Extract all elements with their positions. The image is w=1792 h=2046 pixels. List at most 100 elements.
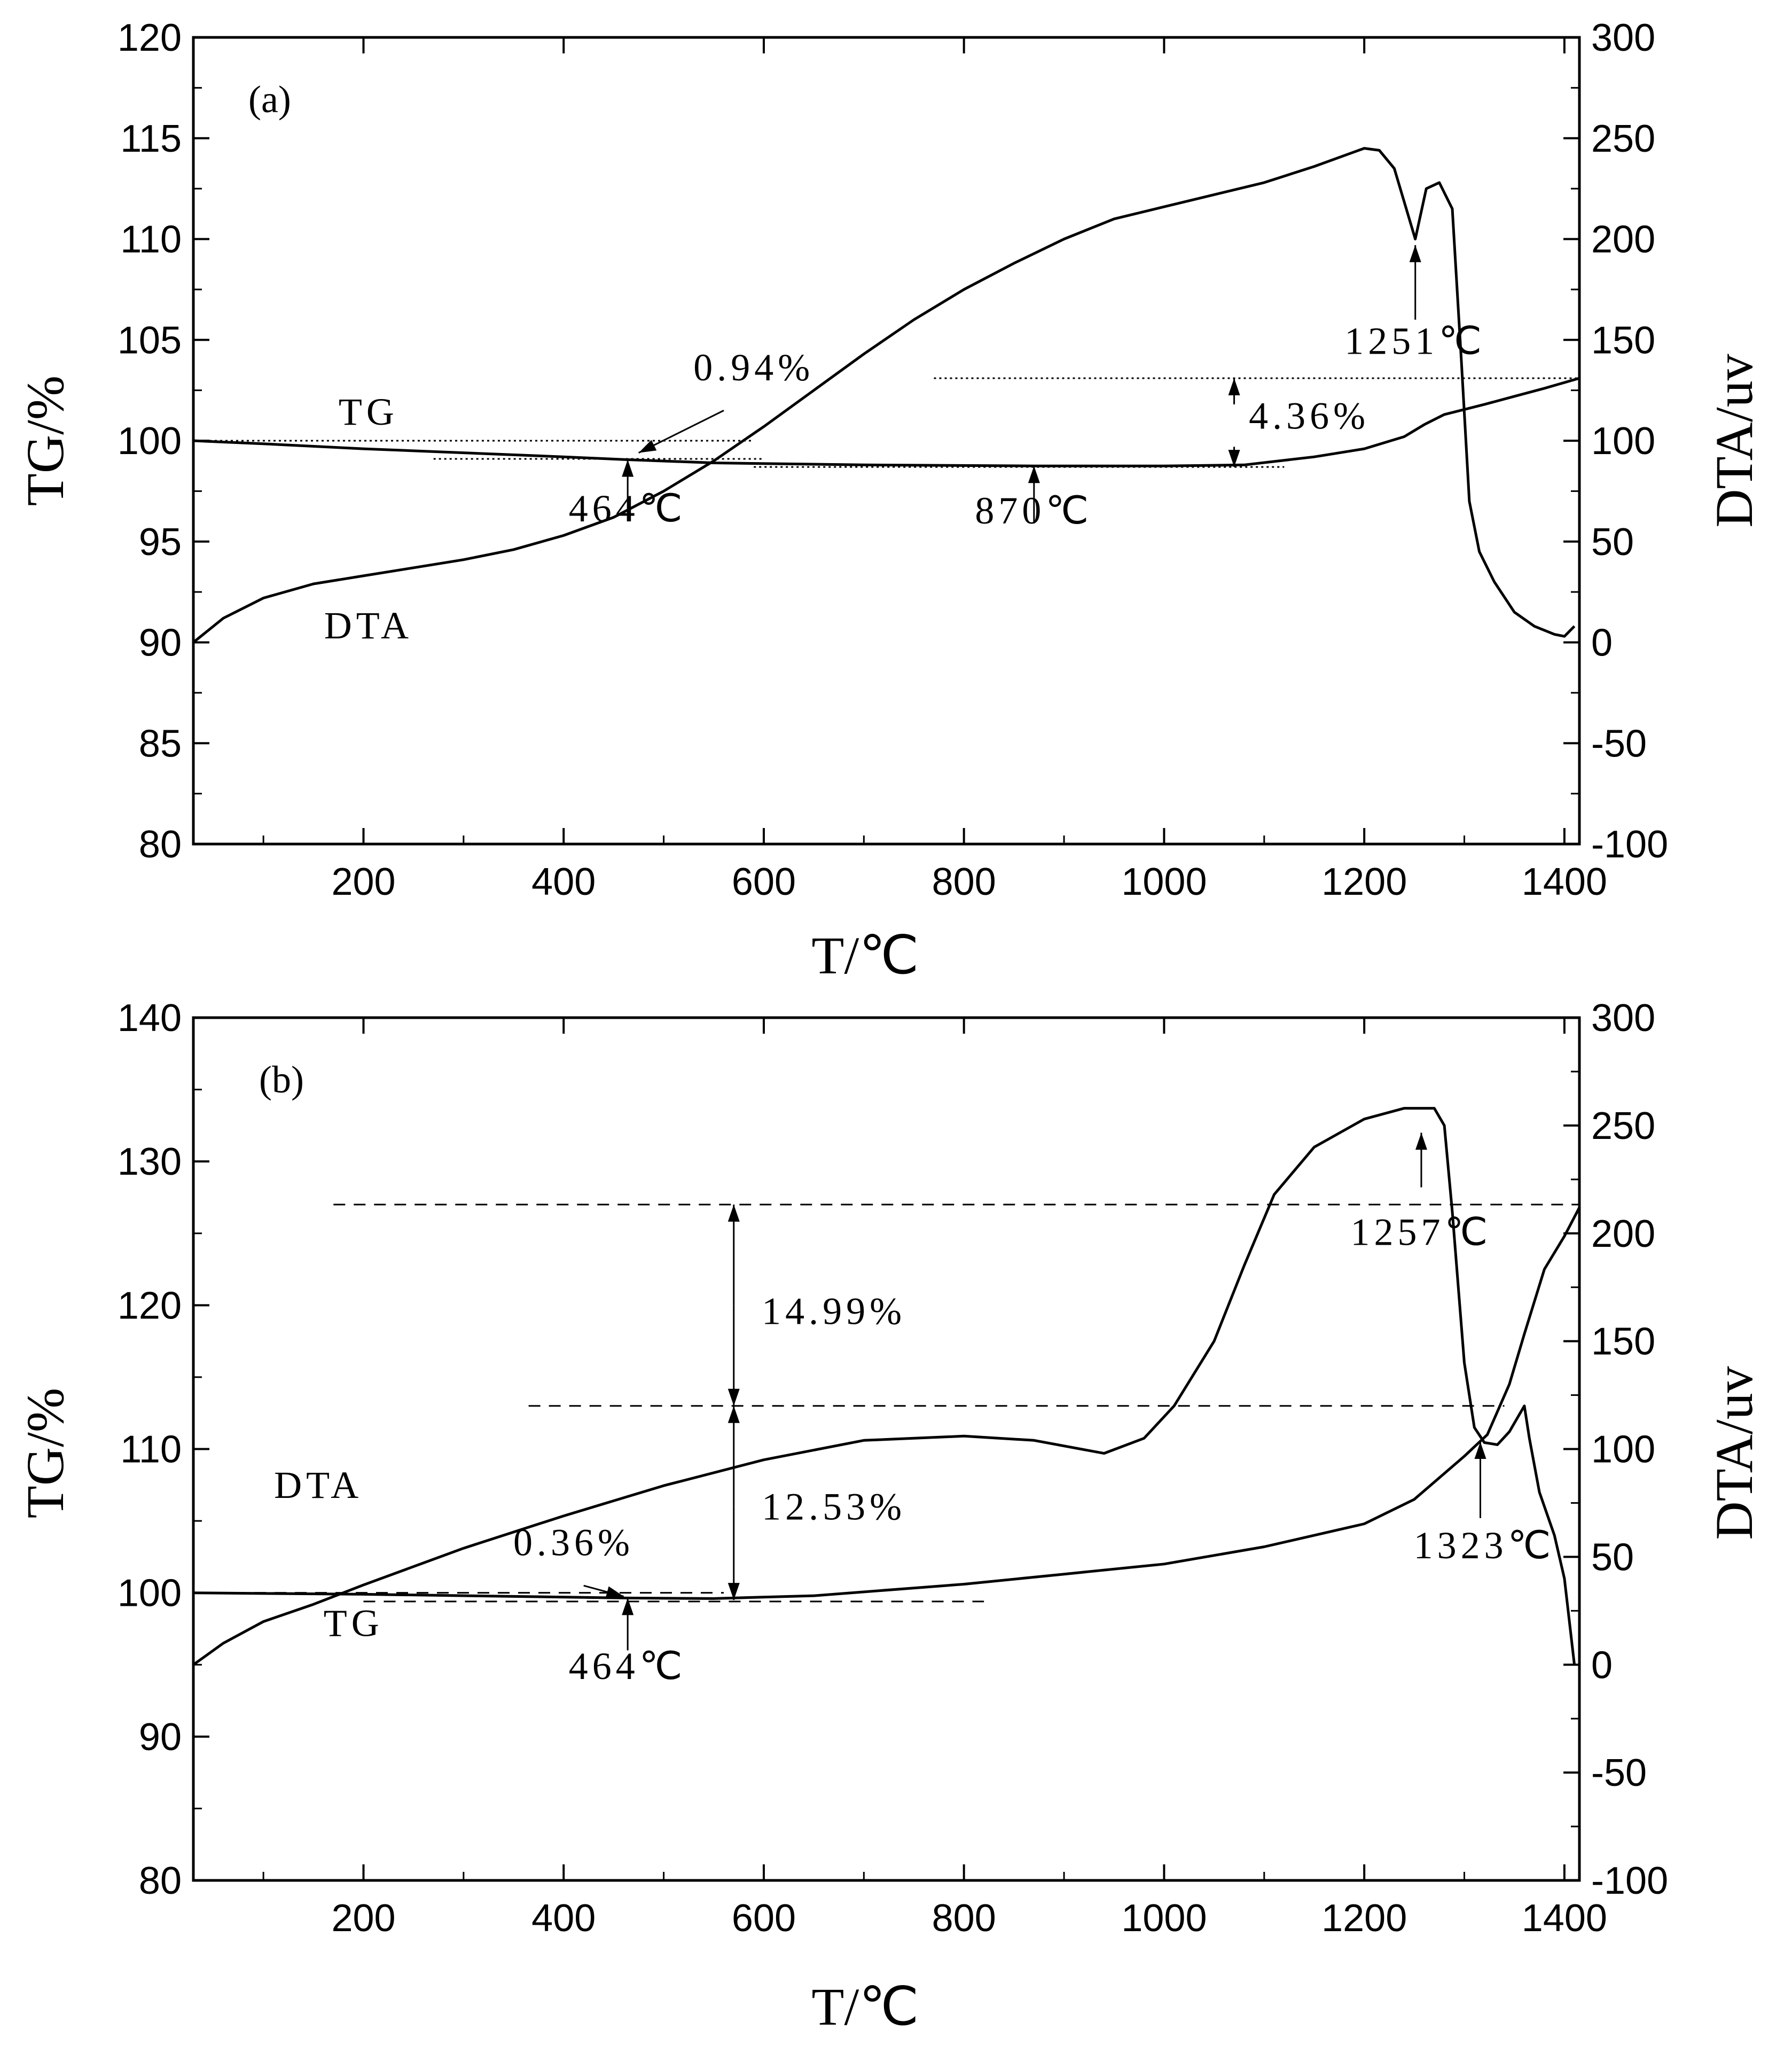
arrows-a — [622, 245, 1421, 524]
y-left-tick-label-b: 90 — [139, 1716, 182, 1759]
annotation-a: DTA — [324, 604, 413, 647]
y-left-tick-label-a: 120 — [118, 17, 182, 59]
annotation-a: 0.94% — [693, 346, 814, 389]
arrow-head-b — [1474, 1442, 1486, 1459]
ticks-a: 200 400 600 800 1000 1200 14008085909510010511… — [118, 17, 1668, 903]
y-right-tick-label-a: 150 — [1591, 319, 1655, 362]
y-right-tick-label-a: -50 — [1591, 722, 1647, 765]
y-right-tick-label-b: -100 — [1591, 1860, 1668, 1902]
annotation-b: 0.36% — [513, 1521, 634, 1564]
arrow-head-b — [1415, 1133, 1427, 1150]
y-right-tick-label-a: 250 — [1591, 118, 1655, 160]
reference-lines-b — [193, 1204, 1579, 1603]
y-right-tick-label-a: -100 — [1591, 823, 1668, 866]
y-left-tick-label-a: 110 — [120, 218, 182, 261]
y-left-tick-label-b: 100 — [118, 1572, 182, 1615]
x-tick-label-b: 400 — [531, 1897, 596, 1940]
dta-curve-b — [192, 1107, 1576, 1666]
y-right-tick-label-b: 0 — [1591, 1644, 1613, 1686]
y-right-tick-label-b: 150 — [1591, 1321, 1655, 1363]
x-tick-label-b: 200 — [331, 1897, 395, 1940]
y-left-tick-label-a: 100 — [118, 420, 182, 463]
x-tick-label-a: 800 — [932, 861, 996, 903]
annotation-a: 870℃ — [975, 489, 1093, 532]
dta-curve-a — [192, 147, 1576, 644]
y-left-tick-label-a: 95 — [139, 521, 182, 564]
y-right-tick-label-b: 300 — [1591, 997, 1655, 1040]
x-tick-label-a: 1400 — [1522, 861, 1607, 903]
annotation-b: 14.99% — [762, 1290, 906, 1332]
x-tick-label-b: 1000 — [1121, 1897, 1207, 1940]
y-axis-title-right-b: DTA/uv — [1704, 1366, 1764, 1540]
annotation-b: 464℃ — [569, 1645, 687, 1688]
y-right-tick-label-a: 100 — [1591, 420, 1655, 463]
tg-curve-a — [193, 377, 1580, 467]
x-axis-title-a: T/℃ — [811, 926, 919, 985]
y-right-tick-label-b: 100 — [1591, 1428, 1655, 1471]
y-right-tick-label-a: 300 — [1591, 17, 1655, 59]
panel-b: (b) TG/% DTA/uv T/℃ 200 400 600 800 1000 1200… — [15, 997, 1764, 2036]
x-tick-label-a: 1200 — [1321, 861, 1407, 903]
y-left-tick-label-a: 80 — [139, 823, 182, 866]
arrow-head-b — [622, 1598, 634, 1615]
y-axis-title-right-a: DTA/uv — [1704, 354, 1764, 527]
panel-label-a: (a) — [248, 78, 291, 121]
x-tick-label-b: 1200 — [1321, 1897, 1407, 1940]
annotations-a: TG DTA 0.94% 464℃ 870℃ 4.36% 1251℃ — [324, 320, 1486, 647]
arrow-head-b — [727, 1405, 740, 1423]
arrow-head-b — [727, 1204, 740, 1222]
x-axis-title-b: T/℃ — [811, 1977, 919, 2036]
tg-curve-b — [193, 1207, 1581, 1600]
annotation-b: 1257℃ — [1351, 1211, 1492, 1253]
y-left-tick-label-b: 140 — [118, 997, 182, 1040]
annotation-a: TG — [339, 391, 398, 433]
plot-frame-a — [192, 36, 1581, 846]
x-tick-label-a: 600 — [732, 861, 796, 903]
panel-a: (a) TG/% DTA/uv T/℃ 200 400 600 800 1000 1200… — [15, 17, 1764, 985]
annotation-a: 464℃ — [569, 487, 687, 530]
y-left-tick-label-b: 110 — [120, 1428, 182, 1471]
annotations-b: DTA TG 0.36% 464℃ 14.99% 12.53% 1257℃ 1323℃ — [274, 1211, 1555, 1688]
reference-lines-a — [193, 377, 1579, 468]
y-right-tick-label-b: 50 — [1591, 1536, 1634, 1579]
y-left-tick-label-a: 90 — [139, 622, 182, 665]
arrow-head-a — [1228, 450, 1240, 467]
arrow-head-b — [727, 1583, 740, 1600]
y-axis-title-left-b: TG/% — [15, 1388, 75, 1518]
curves-b — [192, 1107, 1581, 1666]
annotation-b: DTA — [274, 1464, 363, 1506]
annotation-b: 1323℃ — [1414, 1524, 1555, 1567]
y-right-tick-label-a: 0 — [1591, 622, 1613, 665]
arrows-b — [583, 1133, 1486, 1651]
y-left-tick-label-b: 120 — [118, 1284, 182, 1327]
arrow-head-b — [605, 1586, 624, 1598]
arrow-head-b — [727, 1388, 740, 1406]
annotation-b: TG — [324, 1602, 384, 1644]
y-left-tick-label-b: 130 — [118, 1141, 182, 1183]
arrow-head-a — [1028, 466, 1040, 483]
annotation-a: 1251℃ — [1344, 320, 1486, 363]
x-tick-label-b: 800 — [932, 1897, 996, 1940]
arrow-head-a — [638, 440, 657, 453]
annotation-b: 12.53% — [762, 1485, 906, 1528]
y-right-tick-label-a: 50 — [1591, 521, 1634, 564]
arrow-head-a — [622, 459, 634, 477]
annotation-a: 4.36% — [1249, 394, 1370, 437]
y-right-tick-label-b: 250 — [1591, 1105, 1655, 1147]
y-axis-title-left-a: TG/% — [15, 376, 75, 506]
y-right-tick-label-a: 200 — [1591, 218, 1655, 261]
y-left-tick-label-a: 85 — [139, 722, 182, 765]
panel-label-b: (b) — [259, 1058, 304, 1101]
y-right-tick-label-b: 200 — [1591, 1213, 1655, 1255]
arrow-head-a — [1228, 378, 1240, 395]
ticks-b: 200 400 600 800 1000 1200 14008090100110120130… — [118, 997, 1668, 1940]
y-left-tick-label-a: 115 — [120, 118, 182, 160]
arrow-head-a — [1409, 245, 1421, 262]
x-tick-label-b: 600 — [732, 1897, 796, 1940]
curves-a — [192, 147, 1580, 644]
y-left-tick-label-b: 80 — [139, 1860, 182, 1902]
x-tick-label-a: 400 — [531, 861, 596, 903]
x-tick-label-a: 1000 — [1121, 861, 1207, 903]
plot-frame-b — [192, 1016, 1581, 1882]
